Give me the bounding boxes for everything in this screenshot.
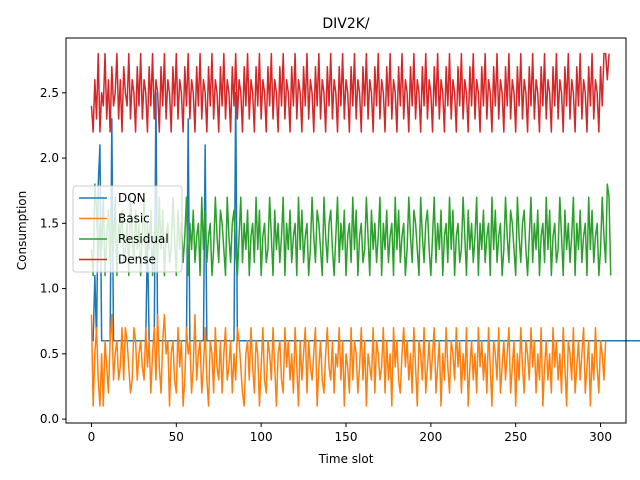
y-tick-label: 2.5 xyxy=(40,86,59,100)
x-tick-label: 300 xyxy=(589,430,612,444)
series-line-basic xyxy=(90,313,607,407)
y-tick-label: 1.5 xyxy=(40,216,59,230)
series-line-dense xyxy=(90,52,610,133)
y-axis-ticks: 0.0 0.5 1.0 1.5 2.0 2.5 xyxy=(40,86,66,426)
x-axis-label: Time slot xyxy=(318,452,374,466)
x-tick-label: 0 xyxy=(88,430,96,444)
legend: DQN Basic Residual Dense xyxy=(72,185,183,273)
x-tick-label: 150 xyxy=(335,430,358,444)
x-tick-label: 200 xyxy=(419,430,442,444)
y-tick-label: 0.0 xyxy=(40,412,59,426)
x-tick-label: 100 xyxy=(250,430,273,444)
legend-label-dqn: DQN xyxy=(118,191,146,205)
x-tick-label: 50 xyxy=(169,430,184,444)
x-tick-label: 250 xyxy=(504,430,527,444)
y-tick-label: 0.5 xyxy=(40,347,59,361)
legend-box xyxy=(72,185,183,273)
chart-title: DIV2K/ xyxy=(322,16,370,32)
y-axis-label: Consumption xyxy=(15,191,29,270)
x-axis-ticks: 0 50 100 150 200 250 300 xyxy=(88,423,612,444)
legend-label-basic: Basic xyxy=(118,212,150,226)
legend-label-residual: Residual xyxy=(118,232,169,246)
legend-label-dense: Dense xyxy=(118,253,156,267)
y-tick-label: 2.0 xyxy=(40,151,59,165)
y-tick-label: 1.0 xyxy=(40,282,59,296)
